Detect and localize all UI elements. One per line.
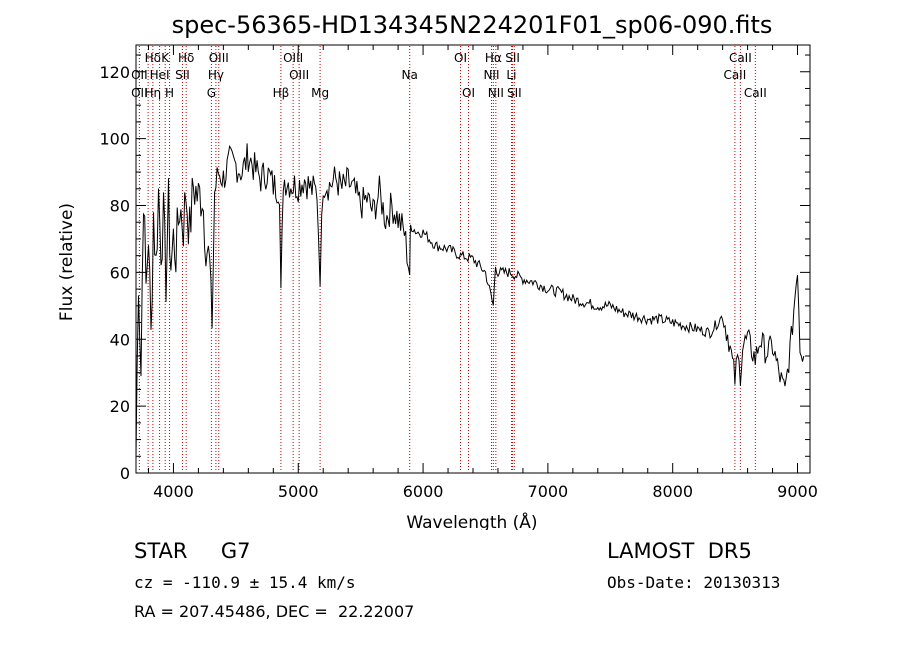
line-label: HeI [150, 68, 170, 82]
spectrum-line [135, 143, 805, 457]
line-label: NII [483, 68, 499, 82]
line-label: OIII [283, 51, 303, 65]
line-label: H [165, 86, 174, 100]
line-label: OII [131, 86, 148, 100]
y-tick-label: 40 [110, 330, 130, 349]
line-label: Hδ [145, 51, 161, 65]
line-label: K [161, 51, 170, 65]
x-tick-label: 6000 [403, 482, 444, 501]
line-label: CaII [744, 86, 767, 100]
spectrum-chart: spec-56365-HD134345N224201F01_sp06-090.f… [57, 11, 818, 530]
line-label: Li [506, 68, 516, 82]
y-tick-label: 100 [99, 130, 130, 149]
line-label: Hβ [273, 86, 290, 100]
y-tick-label: 120 [99, 63, 130, 82]
x-tick-label: 7000 [528, 482, 569, 501]
classification: STAR G7 [134, 539, 251, 563]
line-label: Mg [311, 86, 329, 100]
y-axis-label: Flux (relative) [57, 203, 77, 321]
line-label: SII [507, 86, 522, 100]
axis-ticks: 4000 5000 6000 7000 8000 9000 0 20 40 60 80 100 120 [99, 45, 818, 501]
survey-release: LAMOST DR5 [607, 539, 752, 563]
y-tick-label: 20 [110, 397, 130, 416]
x-tick-label: 4000 [153, 482, 194, 501]
coordinates: RA = 207.45486, DEC = 22.22007 [134, 602, 415, 621]
line-label: Hη [145, 86, 162, 100]
line-label: CaII [729, 51, 752, 65]
y-tick-label: 80 [110, 197, 130, 216]
line-label: CaII [723, 68, 746, 82]
emission-line-markers [138, 46, 756, 472]
line-label: Hδ [178, 51, 194, 65]
line-label: Hγ [208, 68, 224, 82]
line-label: Hα [485, 51, 502, 65]
x-tick-label: 8000 [652, 482, 693, 501]
line-label: NII [488, 86, 504, 100]
x-tick-label: 9000 [777, 482, 818, 501]
y-tick-label: 60 [110, 263, 130, 282]
line-label: OII [131, 68, 148, 82]
redshift-velocity: cz = -110.9 ± 15.4 km/s [134, 573, 356, 592]
line-label: OI [454, 51, 467, 65]
line-label: OIII [289, 68, 309, 82]
chart-title: spec-56365-HD134345N224201F01_sp06-090.f… [172, 11, 773, 39]
line-label: OIII [209, 51, 229, 65]
line-label: G [207, 86, 216, 100]
line-label: OI [462, 86, 475, 100]
line-label: SII [505, 51, 520, 65]
observation-date: Obs-Date: 20130313 [607, 573, 781, 592]
x-tick-label: 5000 [278, 482, 319, 501]
y-tick-label: 0 [120, 464, 130, 483]
line-label: SII [175, 68, 190, 82]
x-axis-label: Wavelength (Å) [406, 511, 537, 530]
line-label: Na [402, 68, 418, 82]
